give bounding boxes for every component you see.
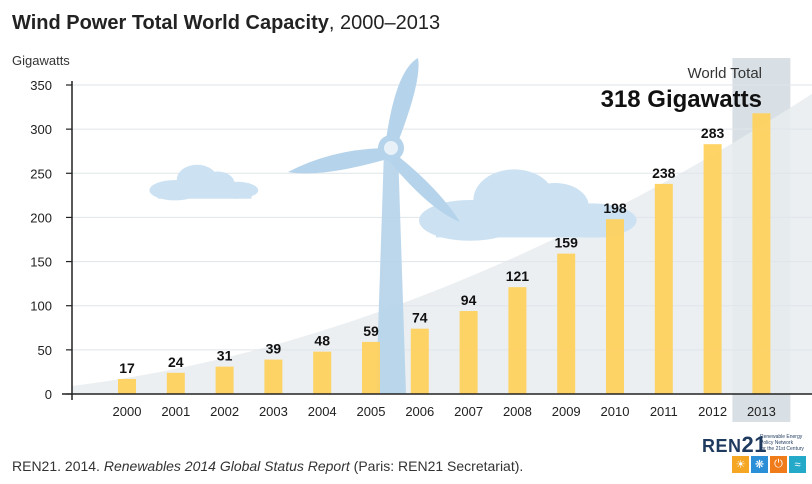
bar <box>215 366 234 394</box>
y-tick-label: 350 <box>30 78 52 93</box>
x-tick-label: 2011 <box>650 404 678 419</box>
water-wave-icon: ≈ <box>789 456 806 473</box>
bar <box>752 113 771 394</box>
x-tick-label: 2008 <box>503 404 532 419</box>
y-tick-label: 200 <box>30 210 52 225</box>
logo-tiles: ☀ ❋ ⏻ ≈ <box>732 456 806 473</box>
bar-value-label: 238 <box>652 165 676 181</box>
turbine-hub-center <box>384 141 398 155</box>
turbine-blade <box>390 156 460 222</box>
chart-title: Wind Power Total World Capacity, 2000–20… <box>12 12 440 35</box>
bar-value-label: 59 <box>363 323 379 339</box>
logo-word-text: REN <box>702 436 742 456</box>
bar-value-label: 48 <box>314 333 330 349</box>
y-tick-label: 300 <box>30 122 52 137</box>
wind-capacity-chart: 1720002420013120023920034820045920057420… <box>12 53 812 422</box>
y-tick-label: 50 <box>38 343 52 358</box>
bar <box>654 183 673 394</box>
bar <box>606 219 624 394</box>
logo-word-number: 21 <box>741 432 767 457</box>
bar-value-label: 24 <box>168 354 184 370</box>
x-tick-label: 2003 <box>259 404 288 419</box>
world-total-label: World Total <box>688 65 762 82</box>
chart-title-main: Wind Power Total World Capacity <box>12 12 329 34</box>
turbine-blade <box>386 58 419 142</box>
sun-icon: ☀ <box>732 456 749 473</box>
bar-value-label: 31 <box>217 348 233 364</box>
bar <box>410 328 429 394</box>
bar-value-label: 159 <box>555 235 579 251</box>
x-tick-label: 2000 <box>113 404 142 419</box>
source-citation: REN21. 2014. Renewables 2014 Global Stat… <box>12 458 523 474</box>
x-tick-label: 2001 <box>161 404 190 419</box>
bar <box>313 351 332 394</box>
logo-tagline: Renewable Energy Policy Network for the … <box>760 434 804 452</box>
source-suffix: (Paris: REN21 Secretariat). <box>349 458 524 474</box>
logo-tagline-line: for the 21st Century <box>760 446 804 452</box>
wind-turbine-icon: ❋ <box>751 456 768 473</box>
world-total-value: 318 Gigawatts <box>601 86 762 113</box>
logo-tagline-line: Policy Network <box>760 440 794 446</box>
power-icon: ⏻ <box>770 456 787 473</box>
bar <box>362 341 380 394</box>
y-tick-label: 100 <box>30 299 52 314</box>
y-tick-label: 250 <box>30 166 52 181</box>
bar-value-label: 74 <box>412 310 428 326</box>
trend-area <box>72 93 812 394</box>
bar <box>557 253 576 394</box>
source-report-title: Renewables 2014 Global Status Report <box>103 458 350 474</box>
bar-value-label: 283 <box>701 125 725 141</box>
bar <box>166 372 185 394</box>
y-tick-label: 150 <box>30 255 52 270</box>
x-tick-label: 2009 <box>552 404 581 419</box>
y-tick-label: 0 <box>45 387 52 402</box>
bar-value-label: 198 <box>603 200 627 216</box>
bar <box>118 378 136 394</box>
bar <box>703 144 722 394</box>
cloud-shape <box>149 164 259 201</box>
logo-wordmark: REN21 <box>702 432 767 458</box>
bar <box>264 359 283 394</box>
bar <box>459 311 478 394</box>
x-tick-label: 2007 <box>454 404 483 419</box>
turbine-tower <box>376 150 406 394</box>
ren21-logo: REN21 Renewable Energy Policy Network fo… <box>702 432 812 478</box>
logo-tagline-line: Renewable Energy <box>760 434 803 440</box>
bar-value-label: 39 <box>266 341 282 357</box>
x-tick-label: 2002 <box>210 404 239 419</box>
x-tick-label: 2005 <box>357 404 386 419</box>
x-tick-label: 2012 <box>698 404 727 419</box>
x-tick-label: 2004 <box>308 404 337 419</box>
source-prefix: REN21. 2014. <box>12 458 104 474</box>
x-tick-label: 2010 <box>601 404 630 419</box>
x-tick-label: 2006 <box>405 404 434 419</box>
bar-value-label: 17 <box>119 360 135 376</box>
x-tick-label: 2013 <box>747 404 776 419</box>
cloud-shape <box>419 169 637 241</box>
turbine-blade <box>288 148 384 174</box>
chart-title-range: , 2000–2013 <box>328 12 441 34</box>
bar <box>508 287 527 394</box>
y-axis-label: Gigawatts <box>12 53 70 68</box>
bar-value-label: 121 <box>506 268 530 284</box>
bar-value-label: 94 <box>461 292 477 308</box>
